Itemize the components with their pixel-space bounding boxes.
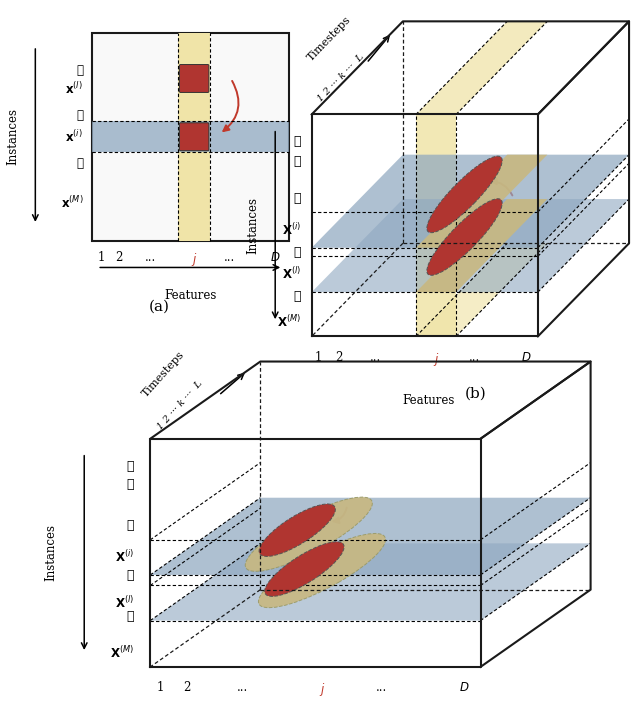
Ellipse shape <box>245 497 372 571</box>
Polygon shape <box>312 199 629 292</box>
Text: ⋮: ⋮ <box>126 610 134 623</box>
Text: 1 2 ··· k ···  L: 1 2 ··· k ··· L <box>316 52 366 103</box>
Text: $D$: $D$ <box>269 251 280 265</box>
Text: ⋮: ⋮ <box>76 110 83 122</box>
Bar <box>92 121 289 152</box>
Text: ⋮: ⋮ <box>293 192 301 205</box>
Text: ⋮: ⋮ <box>126 478 134 491</box>
Text: 2: 2 <box>183 681 190 694</box>
FancyBboxPatch shape <box>179 123 209 151</box>
Text: 1: 1 <box>315 351 322 364</box>
Text: $D$: $D$ <box>459 681 469 694</box>
Polygon shape <box>150 498 591 575</box>
Polygon shape <box>416 244 547 336</box>
FancyBboxPatch shape <box>179 65 209 93</box>
Bar <box>178 33 211 241</box>
Ellipse shape <box>427 199 502 275</box>
Text: $j$: $j$ <box>433 351 440 368</box>
Text: Instances: Instances <box>6 108 19 165</box>
Polygon shape <box>416 199 547 292</box>
Polygon shape <box>312 154 629 248</box>
Polygon shape <box>416 21 547 114</box>
Text: ⋮: ⋮ <box>126 460 134 472</box>
Ellipse shape <box>265 542 344 597</box>
Text: $D$: $D$ <box>522 351 532 364</box>
Text: $\mathbf{X}^{(i)}$: $\mathbf{X}^{(i)}$ <box>282 222 301 238</box>
Text: ...: ... <box>145 251 156 265</box>
Text: ...: ... <box>224 251 236 265</box>
Text: $\mathbf{x}^{(M)}$: $\mathbf{x}^{(M)}$ <box>61 195 83 211</box>
Text: (b): (b) <box>465 387 486 401</box>
Ellipse shape <box>427 156 502 232</box>
Text: $\mathbf{x}^{(i)}$: $\mathbf{x}^{(i)}$ <box>65 128 83 145</box>
Text: ...: ... <box>469 351 480 364</box>
Text: ...: ... <box>369 351 381 364</box>
Text: ⋮: ⋮ <box>293 154 301 168</box>
Text: $\mathbf{X}^{(i)}$: $\mathbf{X}^{(i)}$ <box>115 550 134 565</box>
Text: $j$: $j$ <box>319 681 325 698</box>
Text: $\mathbf{X}^{(l)}$: $\mathbf{X}^{(l)}$ <box>115 595 134 611</box>
Text: ⋮: ⋮ <box>76 157 83 171</box>
Text: Instances: Instances <box>247 197 260 254</box>
Polygon shape <box>150 543 591 621</box>
Text: Features: Features <box>164 289 216 302</box>
Ellipse shape <box>259 504 335 557</box>
Text: Instances: Instances <box>45 524 58 581</box>
Text: 1: 1 <box>157 681 164 694</box>
Text: Timesteps: Timesteps <box>305 15 353 63</box>
Text: (a): (a) <box>148 300 170 314</box>
Polygon shape <box>416 154 547 248</box>
Text: Features: Features <box>402 394 454 406</box>
Text: 2: 2 <box>116 251 123 265</box>
Text: ⋮: ⋮ <box>126 569 134 582</box>
Text: ...: ... <box>376 681 387 694</box>
Text: ⋮: ⋮ <box>293 290 301 303</box>
Text: $\mathbf{X}^{(l)}$: $\mathbf{X}^{(l)}$ <box>282 266 301 282</box>
Bar <box>416 114 456 336</box>
Text: ...: ... <box>237 681 248 694</box>
Text: $\mathbf{X}^{(M)}$: $\mathbf{X}^{(M)}$ <box>276 314 301 330</box>
Text: 1 2 ··· k ···  L: 1 2 ··· k ··· L <box>156 378 204 431</box>
Text: ⋮: ⋮ <box>76 64 83 77</box>
Text: Timesteps: Timesteps <box>140 349 186 399</box>
Text: $\mathbf{x}^{(l)}$: $\mathbf{x}^{(l)}$ <box>65 81 83 97</box>
Text: $j$: $j$ <box>191 251 197 268</box>
Text: ⋮: ⋮ <box>126 519 134 532</box>
Text: ⋮: ⋮ <box>293 246 301 258</box>
Text: 2: 2 <box>335 351 342 364</box>
Text: ⋮: ⋮ <box>293 135 301 147</box>
Bar <box>92 33 289 241</box>
Text: 1: 1 <box>98 251 105 265</box>
Text: $\mathbf{X}^{(M)}$: $\mathbf{X}^{(M)}$ <box>109 645 134 661</box>
Ellipse shape <box>259 534 385 608</box>
